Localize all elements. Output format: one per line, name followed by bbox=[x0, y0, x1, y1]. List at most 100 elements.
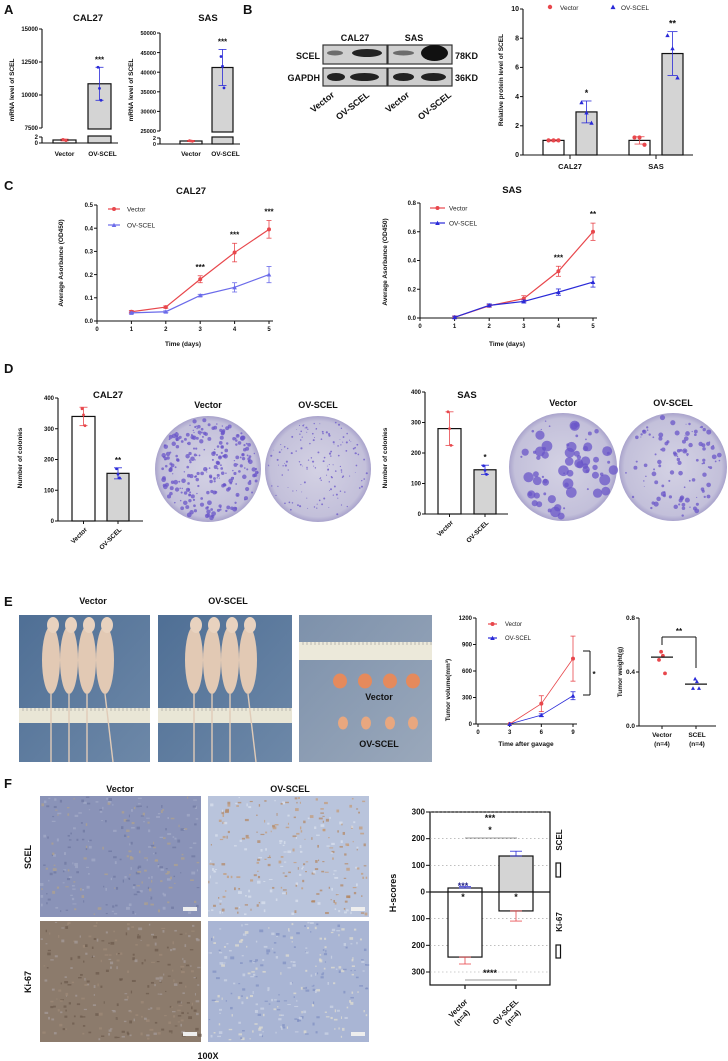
blot-lane-label: Vector bbox=[308, 89, 336, 114]
colony bbox=[656, 496, 661, 502]
data-point bbox=[486, 303, 492, 308]
tissue-texture bbox=[263, 945, 268, 948]
tissue-texture bbox=[326, 845, 330, 847]
tissue-texture bbox=[226, 943, 229, 945]
colony bbox=[204, 513, 210, 519]
tissue-texture bbox=[217, 994, 220, 998]
tissue-texture bbox=[104, 954, 109, 956]
tissue-texture bbox=[146, 805, 148, 809]
tissue-texture bbox=[294, 910, 297, 914]
chart-title: SAS bbox=[502, 185, 522, 196]
blot-band bbox=[421, 45, 448, 61]
tissue-texture bbox=[108, 942, 110, 945]
tumor bbox=[385, 716, 395, 730]
tissue-texture bbox=[304, 838, 306, 840]
tissue-texture bbox=[253, 973, 256, 976]
colony bbox=[544, 420, 547, 422]
tissue-texture bbox=[51, 820, 56, 823]
colony bbox=[700, 425, 704, 429]
colony bbox=[336, 513, 339, 516]
ruler bbox=[299, 642, 432, 660]
colony bbox=[223, 454, 227, 458]
tissue-texture bbox=[164, 1015, 167, 1017]
mouse bbox=[78, 626, 96, 694]
tissue-texture bbox=[187, 1012, 189, 1014]
tissue-texture bbox=[101, 819, 103, 822]
colony bbox=[327, 469, 329, 471]
tissue-texture bbox=[252, 1030, 254, 1033]
tissue-texture bbox=[222, 835, 226, 839]
colony bbox=[202, 431, 207, 435]
tissue-texture bbox=[137, 797, 142, 800]
tissue-texture bbox=[242, 973, 246, 977]
colony bbox=[171, 441, 176, 446]
tissue-texture bbox=[131, 926, 135, 928]
tissue-texture bbox=[147, 1037, 150, 1040]
colony bbox=[312, 439, 315, 442]
tissue-texture bbox=[93, 985, 96, 989]
tissue-texture bbox=[230, 956, 235, 960]
colony bbox=[355, 464, 358, 467]
colony bbox=[599, 474, 611, 486]
tissue-texture bbox=[317, 844, 319, 848]
colony bbox=[235, 492, 240, 497]
colony bbox=[193, 509, 198, 513]
tissue-texture bbox=[255, 1003, 259, 1006]
colony bbox=[246, 468, 249, 471]
tissue-texture bbox=[318, 859, 320, 862]
colony bbox=[234, 501, 237, 504]
ihc-row-label: Ki-67 bbox=[23, 971, 33, 993]
colony bbox=[195, 477, 199, 482]
tissue-texture bbox=[278, 994, 280, 996]
colony bbox=[702, 472, 707, 477]
colony bbox=[195, 425, 197, 427]
tissue-texture bbox=[53, 805, 57, 809]
tissue-texture bbox=[113, 829, 117, 832]
colony bbox=[200, 497, 204, 500]
tissue-texture bbox=[209, 875, 211, 879]
tissue-texture bbox=[50, 1000, 54, 1003]
tissue-texture bbox=[46, 967, 49, 969]
tissue-texture bbox=[77, 955, 81, 959]
colony bbox=[585, 438, 587, 441]
tissue-texture bbox=[349, 1000, 352, 1003]
tissue-texture bbox=[196, 904, 199, 908]
data-point bbox=[693, 676, 698, 681]
tissue-texture bbox=[333, 870, 337, 872]
legend-swatch-scel bbox=[555, 862, 562, 878]
tissue-texture bbox=[257, 858, 261, 861]
tissue-texture bbox=[41, 888, 43, 890]
colony bbox=[216, 445, 220, 448]
tissue-texture bbox=[245, 834, 249, 838]
colony bbox=[192, 429, 194, 432]
tumor bbox=[333, 673, 347, 689]
tissue-texture bbox=[184, 985, 187, 988]
tissue-texture bbox=[81, 838, 85, 841]
colony bbox=[315, 428, 317, 430]
tissue-texture bbox=[138, 927, 143, 931]
significance-marker: *** bbox=[458, 881, 469, 891]
tissue-texture bbox=[365, 1014, 368, 1017]
y-axis-label: mRNA level of SCEL bbox=[128, 58, 135, 121]
colony bbox=[316, 507, 318, 509]
mice-group-label: OV-SCEL bbox=[208, 596, 248, 606]
tissue-texture bbox=[40, 938, 43, 940]
tissue-texture bbox=[132, 953, 135, 956]
tissue-texture bbox=[95, 801, 99, 803]
colony bbox=[527, 490, 536, 499]
tissue-texture bbox=[49, 932, 51, 935]
colony bbox=[209, 515, 214, 521]
tissue-texture bbox=[210, 1034, 213, 1038]
tissue-texture bbox=[278, 1014, 282, 1016]
colony bbox=[207, 500, 212, 506]
y-tick-label: 30000 bbox=[140, 110, 156, 116]
tissue-texture bbox=[244, 933, 247, 936]
tissue-texture bbox=[44, 1011, 49, 1015]
colony bbox=[169, 491, 173, 496]
tissue-texture bbox=[274, 999, 277, 1001]
colony bbox=[548, 425, 551, 428]
tissue-texture bbox=[346, 896, 350, 898]
tissue-texture bbox=[212, 970, 217, 973]
tissue-texture bbox=[332, 873, 335, 875]
tissue-texture bbox=[128, 903, 132, 907]
